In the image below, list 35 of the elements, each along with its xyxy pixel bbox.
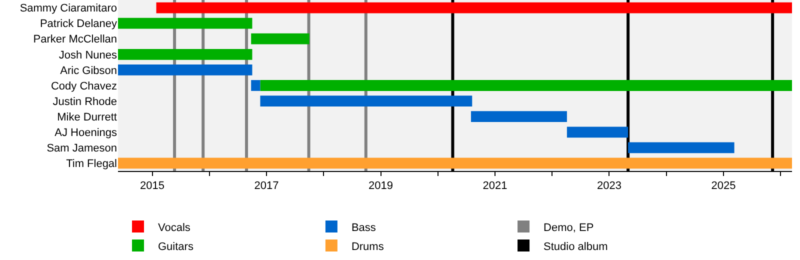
bar (566, 126, 628, 138)
y-tick-label: Patrick Delaney (40, 18, 118, 30)
y-tick-label: Sammy Ciaramitaro (20, 2, 117, 15)
y-tick-label: AJ Hoenings (54, 126, 118, 139)
y-tick-label: Justin Rhode (52, 96, 117, 108)
bar (260, 80, 792, 91)
y-tick-label: Aric Gibson (60, 64, 117, 77)
x-tick-label: 2023 (596, 180, 622, 192)
bar (118, 158, 792, 169)
legend-label: Demo, EP (544, 222, 594, 234)
y-tick-label: Parker McClellan (33, 34, 117, 46)
legend-label: Bass (351, 222, 376, 234)
bar (251, 33, 310, 44)
x-tick-label: 2015 (140, 180, 165, 192)
x-tick-label: 2021 (482, 180, 508, 192)
legend-label: Guitars (158, 240, 194, 253)
x-tick-label: 2025 (711, 180, 736, 192)
legend-label: Drums (351, 240, 384, 253)
bar (118, 64, 252, 76)
legend-label: Studio album (544, 240, 608, 253)
y-tick-label: Josh Nunes (58, 49, 118, 62)
bar (470, 111, 567, 122)
bar (260, 96, 472, 106)
bar (628, 142, 734, 154)
bar (251, 80, 260, 91)
bar (118, 18, 252, 29)
y-tick-label: Tim Flegal (66, 158, 117, 170)
bar (118, 48, 252, 60)
y-tick-label: Mike Durrett (57, 111, 117, 124)
y-tick-label: Sam Jameson (46, 142, 117, 155)
y-tick-label: Cody Chavez (50, 80, 117, 92)
legend-label: Vocals (158, 222, 191, 234)
bar (156, 2, 792, 14)
x-tick-label: 2017 (254, 180, 279, 192)
x-tick-label: 2019 (368, 180, 393, 192)
